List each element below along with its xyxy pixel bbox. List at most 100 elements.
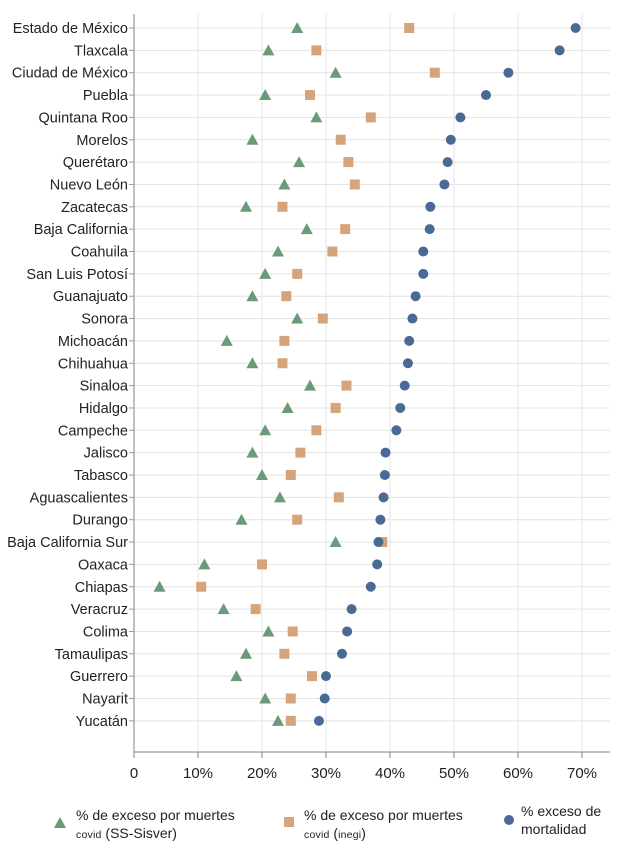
circle-marker (337, 648, 347, 659)
category-label: Guerrero (70, 669, 128, 685)
circle-marker (404, 335, 415, 346)
triangle-marker (278, 178, 291, 190)
square-marker (335, 134, 346, 145)
triangle-marker (259, 267, 272, 279)
category-label: Hidalgo (79, 401, 128, 417)
square-marker (330, 402, 341, 413)
circle-marker (321, 671, 331, 682)
square-marker (349, 179, 360, 190)
triangle-marker (256, 469, 268, 480)
square-marker (285, 470, 296, 480)
square-marker (279, 335, 290, 346)
category-label: Sonora (81, 312, 129, 328)
category-label: Querétaro (63, 155, 128, 171)
circle-marker (380, 447, 391, 458)
category-label: San Luis Potosí (26, 267, 128, 283)
square-marker (295, 447, 306, 458)
square-marker (281, 291, 292, 302)
x-tick-label: 20% (247, 765, 277, 782)
triangle-marker (304, 379, 316, 391)
square-marker (311, 45, 322, 56)
legend-label-sisver-line1: % de exceso por muertes (76, 807, 235, 823)
triangle-marker (291, 312, 304, 324)
category-label: Yucatán (76, 714, 128, 730)
category-label: Michoacán (58, 334, 128, 350)
circle-marker (570, 23, 581, 33)
circle-marker (439, 179, 450, 190)
x-tick-label: 10% (183, 765, 213, 782)
square-marker (250, 604, 261, 615)
square-marker (277, 358, 288, 369)
x-tick-label: 60% (503, 765, 533, 782)
category-label: Tamaulipas (55, 647, 128, 663)
square-marker (333, 492, 344, 503)
square-marker (429, 67, 440, 78)
circle-marker (365, 581, 376, 592)
category-label: Oaxaca (78, 557, 129, 573)
category-label: Chiapas (75, 580, 128, 596)
square-marker (317, 313, 328, 324)
legend-label-inegi-line2: covid (inegi) (304, 825, 366, 841)
square-marker (257, 559, 267, 570)
circle-marker (455, 112, 466, 123)
category-label: Coahuila (71, 245, 129, 261)
circle-marker (418, 246, 429, 257)
legend-item-inegi: % de exceso por muertes covid (inegi) (280, 802, 480, 852)
square-marker (285, 693, 296, 704)
triangle-marker (310, 111, 323, 123)
triangle-marker (300, 223, 313, 235)
circle-marker (424, 224, 435, 235)
circle-marker (554, 45, 565, 56)
triangle-marker (272, 245, 284, 257)
y-axis-labels: Estado de México Tlaxcala Ciudad de México… (7, 21, 129, 730)
circle-marker (319, 693, 330, 704)
triangle-marker (217, 603, 230, 615)
square-marker (285, 715, 296, 726)
category-label: Sinaloa (80, 379, 129, 395)
triangle-marker (262, 625, 275, 637)
category-label: Baja California Sur (7, 535, 128, 551)
category-label: Ciudad de México (12, 66, 128, 82)
triangle-marker-icon (54, 817, 66, 828)
square-marker (279, 648, 290, 659)
triangle-marker (293, 156, 306, 168)
circle-marker (346, 604, 357, 615)
triangle-marker (246, 357, 259, 369)
triangle-marker (220, 334, 233, 346)
square-marker (327, 246, 338, 257)
circle-marker (402, 358, 413, 369)
square-marker (306, 671, 317, 682)
triangle-marker (235, 513, 248, 525)
category-label: Tabasco (74, 468, 128, 484)
circle-marker (442, 157, 453, 168)
triangle-marker (262, 44, 275, 56)
legend-label-mortalidad-line2: mortalidad (521, 821, 587, 837)
triangle-marker (230, 670, 243, 682)
square-marker (404, 23, 415, 33)
circle-marker (410, 291, 421, 302)
x-axis: 0 10% 20% 30% 40% 50% 60% 70% (129, 14, 610, 782)
circle-marker (418, 268, 429, 279)
grid-lines (134, 14, 610, 752)
x-tick-label: 30% (311, 765, 341, 782)
x-tick-label: 50% (439, 765, 469, 782)
triangle-marker (281, 401, 294, 413)
legend-label-inegi-line1: % de exceso por muertes (304, 807, 463, 823)
category-label: Guanajuato (53, 289, 128, 305)
data-markers (153, 22, 581, 726)
circle-marker (378, 492, 389, 503)
legend-item-mortalidad: % exceso de mortalidad (500, 802, 620, 852)
category-label: Quintana Roo (39, 110, 128, 126)
triangle-marker (240, 200, 252, 212)
triangle-marker (272, 714, 284, 726)
circle-marker (425, 201, 436, 212)
legend-label-sisver-line2: covid (SS-Sisver) (76, 825, 177, 841)
circle-marker (342, 626, 353, 637)
square-marker (311, 425, 322, 436)
x-tick-label: 70% (567, 765, 597, 782)
legend-item-sisver: % de exceso por muertes covid (SS-Sisver… (50, 802, 270, 852)
circle-marker (503, 67, 514, 78)
category-label: Tlaxcala (74, 43, 129, 59)
triangle-marker (198, 558, 211, 570)
category-label: Colima (83, 624, 129, 640)
